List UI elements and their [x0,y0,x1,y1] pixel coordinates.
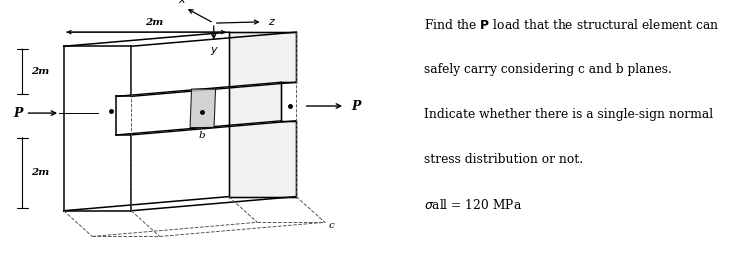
Text: 2m: 2m [32,168,50,177]
Text: 2m: 2m [32,67,50,76]
Text: Find the $\mathbf{P}$ load that the structural element can: Find the $\mathbf{P}$ load that the stru… [424,18,719,32]
Text: c: c [328,221,334,230]
Text: b: b [199,131,206,140]
Text: P: P [351,99,360,113]
Text: y: y [211,45,217,55]
Text: P: P [13,107,22,120]
Text: stress distribution or not.: stress distribution or not. [424,153,583,166]
Text: x: x [178,0,184,5]
Polygon shape [229,32,296,197]
Text: 2m: 2m [145,18,163,27]
Text: safely carry considering c and b planes.: safely carry considering c and b planes. [424,63,672,76]
Polygon shape [190,89,215,127]
Text: $\sigma$all = 120 MPa: $\sigma$all = 120 MPa [424,198,522,212]
Text: z: z [268,17,274,27]
Text: Indicate whether there is a single-sign normal: Indicate whether there is a single-sign … [424,108,712,121]
